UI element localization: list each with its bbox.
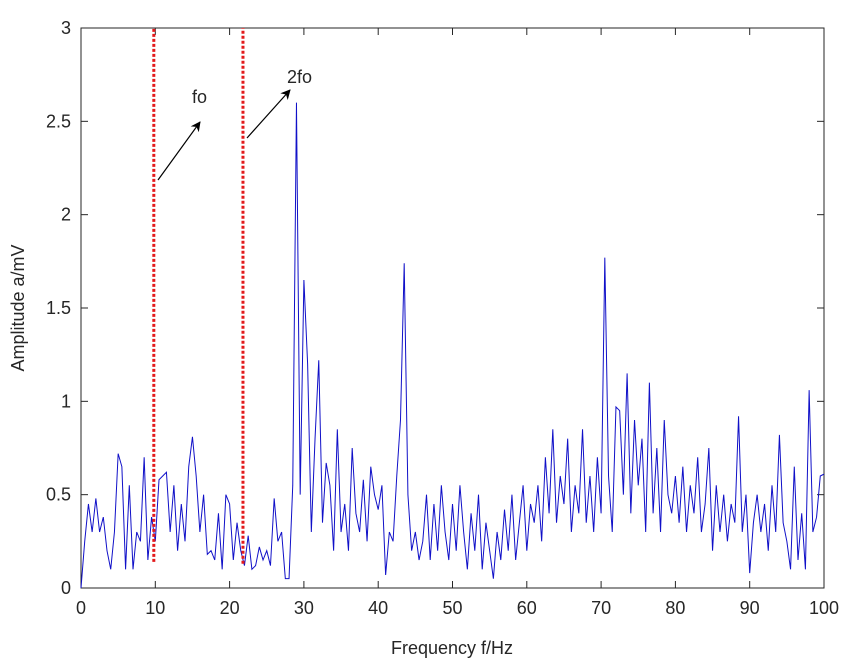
x-tick-label: 10 [145,598,165,618]
x-tick-label: 20 [220,598,240,618]
x-tick-label: 70 [591,598,611,618]
y-tick-label: 0.5 [46,485,71,505]
x-tick-label: 80 [665,598,685,618]
y-tick-label: 2.5 [46,111,71,131]
annotation: 2fo [287,67,312,87]
y-tick-label: 1.5 [46,298,71,318]
annotation: fo [192,87,207,107]
y-tick-label: 3 [61,18,71,38]
x-tick-label: 30 [294,598,314,618]
y-tick-label: 1 [61,391,71,411]
x-tick-label: 60 [517,598,537,618]
plot-frame [80,27,825,589]
x-tick-label: 100 [809,598,839,618]
x-tick-label: 40 [368,598,388,618]
y-tick-label: 2 [61,205,71,225]
y-axis-label: Amplitude a/mV [8,244,28,371]
x-tick-label: 0 [76,598,86,618]
x-tick-label: 90 [740,598,760,618]
annotation-arrow [157,121,201,181]
x-tick-label: 50 [442,598,462,618]
annotation-arrow [246,89,291,139]
data-line [80,102,825,589]
y-tick-label: 0 [61,578,71,598]
x-axis-label: Frequency f/Hz [391,638,513,658]
